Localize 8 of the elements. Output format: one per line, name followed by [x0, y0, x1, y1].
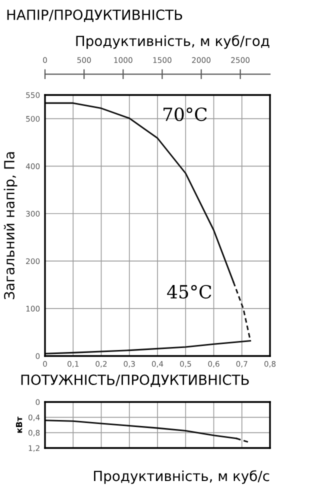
x2-axis-title: Продуктивність, м куб/год	[76, 35, 270, 49]
chart-title: ПОТУЖНІСТЬ/ПРОДУКТИВНІСТЬ	[21, 374, 249, 388]
annotation: 45°C	[167, 284, 212, 299]
y-axis-title: Загальний напір, Па	[4, 152, 18, 300]
x-axis-title: Продуктивність, м куб/с	[94, 470, 270, 484]
y-axis-title: кВт	[16, 416, 22, 433]
annotation: 70°C	[164, 107, 207, 122]
chart-title: НАПІР/ПРОДУКТИВНІСТЬ	[7, 10, 182, 22]
